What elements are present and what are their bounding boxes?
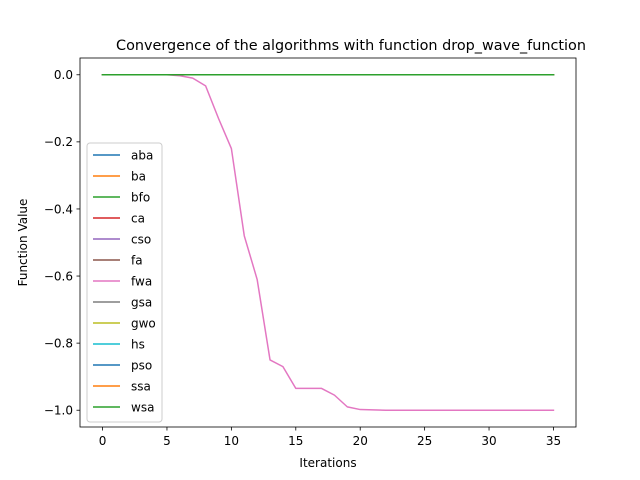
y-tick-label: −0.8 (44, 336, 73, 350)
x-axis-ticks: 0 5 10 15 20 25 30 35 (99, 427, 561, 448)
series-line-fwa (101, 74, 555, 411)
y-tick-label: −1.0 (44, 404, 73, 418)
legend-label-fwa: fwa (131, 274, 152, 288)
legend-label-bfo: bfo (131, 190, 150, 204)
legend-label-aba: aba (131, 148, 153, 162)
legend: aba ba bfo ca cso fa fwa gsa gwo hs pso ssa wsa (86, 142, 163, 423)
series-lines (101, 74, 555, 411)
y-tick-label: 0.0 (54, 68, 73, 82)
plot-area (80, 58, 576, 427)
x-tick-label: 10 (224, 434, 239, 448)
legend-frame (86, 142, 163, 423)
axes-background (80, 58, 576, 427)
chart-title: Convergence of the algorithms with funct… (116, 38, 586, 54)
legend-label-gsa: gsa (131, 295, 152, 309)
x-tick-label: 35 (546, 434, 561, 448)
legend-label-cso: cso (131, 232, 151, 246)
legend-label-fa: fa (131, 253, 143, 267)
x-tick-label: 0 (99, 434, 107, 448)
axes-spines (79, 57, 577, 428)
legend-label-hs: hs (131, 337, 145, 351)
x-axis-label: Iterations (299, 456, 356, 470)
x-tick-label: 5 (163, 434, 171, 448)
x-tick-label: 30 (481, 434, 496, 448)
axes-frame (79, 57, 577, 428)
y-tick-label: −0.2 (44, 135, 73, 149)
y-axis-ticks: 0.0 −0.2 −0.4 −0.6 −0.8 −1.0 (44, 68, 80, 418)
y-tick-label: −0.6 (44, 269, 73, 283)
legend-label-pso: pso (131, 358, 152, 372)
y-axis-label: Function Value (16, 199, 30, 287)
legend-label-ca: ca (131, 211, 145, 225)
y-tick-label: −0.4 (44, 202, 73, 216)
legend-label-ssa: ssa (131, 379, 151, 393)
x-tick-label: 25 (417, 434, 432, 448)
legend-label-ba: ba (131, 169, 146, 183)
legend-label-gwo: gwo (131, 316, 156, 330)
x-tick-label: 15 (288, 434, 303, 448)
x-tick-label: 20 (353, 434, 368, 448)
legend-label-wsa: wsa (131, 400, 154, 414)
